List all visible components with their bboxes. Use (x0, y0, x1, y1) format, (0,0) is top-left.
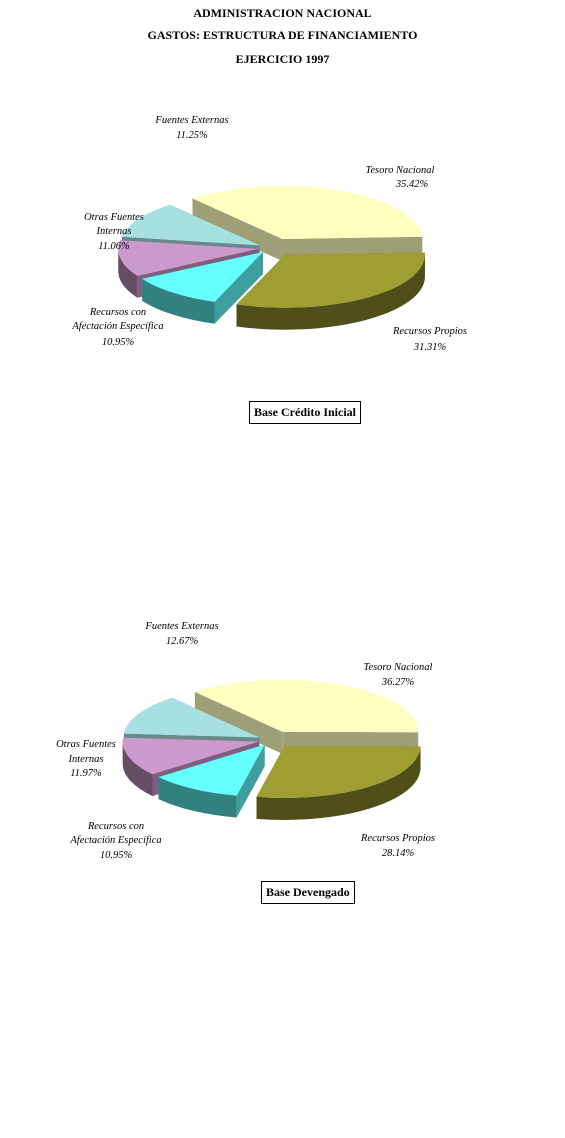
report-subtitle: GASTOS: ESTRUCTURA DE FINANCIAMIENTO (147, 28, 418, 42)
data-label-value-fuentes-externas: 12.67% (166, 636, 199, 647)
data-label-fuentes-externas-0: Fuentes Externas (154, 115, 228, 126)
data-label-otras-fuentes-internas-1: Internas (96, 226, 132, 237)
data-label-value-recursos-propios: 28.14% (382, 848, 415, 859)
pie-chart-credito-inicial: Tesoro Nacional 35.42% Recursos Propios 31.… (71, 115, 467, 353)
pie-slice-recursos-propios (256, 745, 421, 798)
pie-slice-fuentes-externas (121, 204, 260, 246)
report-year: EJERCICIO 1997 (235, 52, 330, 66)
data-label-recursos-afectacion-especifica-0: Recursos con (87, 821, 144, 832)
pie-slice-wall-tesoro-nacional-0 (192, 198, 283, 261)
chart-title-devengado: Base Devengado (261, 881, 355, 904)
data-label-value-tesoro-nacional: 36.27% (381, 677, 415, 688)
data-label-value-otras-fuentes-internas: 11.06% (98, 241, 130, 252)
pie-slice-side-otras-fuentes-internas (118, 248, 138, 298)
pie-slice-fuentes-externas (123, 697, 260, 738)
data-label-value-otras-fuentes-internas: 11.97% (70, 768, 102, 779)
pie-slice-otras-fuentes-internas (122, 737, 259, 775)
data-label-fuentes-externas-0: Fuentes Externas (144, 621, 218, 632)
data-label-value-tesoro-nacional: 35.42% (395, 179, 429, 190)
pie-slice-side-recursos-propios (256, 746, 421, 820)
pie-slice-tesoro-nacional (192, 185, 423, 239)
pie-slice-wall-tesoro-nacional-0 (194, 691, 283, 754)
chart-title-credito-inicial: Base Crédito Inicial (249, 401, 361, 424)
data-label-otras-fuentes-internas-0: Otras Fuentes (56, 739, 116, 750)
data-label-otras-fuentes-internas-1: Internas (68, 754, 104, 765)
pie-slice-side-otras-fuentes-internas (122, 741, 153, 797)
data-label-value-fuentes-externas: 11.25% (176, 130, 208, 141)
pie-slice-side-recursos-afectacion-especifica (142, 278, 215, 324)
pie-slice-otras-fuentes-internas (118, 240, 259, 276)
data-label-recursos-afectacion-especifica-0: Recursos con (89, 307, 146, 318)
report-title: ADMINISTRACION NACIONAL (193, 6, 372, 20)
data-label-recursos-propios-0: Recursos Propios (360, 833, 435, 844)
data-label-value-recursos-afectacion-especifica: 10.95% (102, 337, 135, 348)
pie-slice-side-recursos-propios (236, 254, 425, 330)
pie-chart-devengado: Tesoro Nacional 36.27% Recursos Propios 28.… (56, 621, 435, 861)
data-label-recursos-afectacion-especifica-1: Afectación Específica (69, 835, 161, 846)
data-label-value-recursos-afectacion-especifica: 10.95% (100, 850, 133, 861)
data-label-recursos-propios-0: Recursos Propios (392, 326, 467, 337)
pie-slice-recursos-propios (236, 252, 425, 308)
data-label-otras-fuentes-internas-0: Otras Fuentes (84, 212, 144, 223)
data-label-tesoro-nacional-0: Tesoro Nacional (364, 662, 433, 673)
pie-slice-tesoro-nacional (194, 679, 419, 733)
pie-slice-recursos-afectacion-especifica (142, 252, 264, 302)
data-label-tesoro-nacional-0: Tesoro Nacional (366, 165, 435, 176)
data-label-recursos-afectacion-especifica-1: Afectación Específica (71, 321, 163, 332)
pie-slice-recursos-afectacion-especifica (158, 744, 265, 796)
pie-slice-side-recursos-afectacion-especifica (158, 777, 237, 818)
data-label-value-recursos-propios: 31.31% (413, 342, 447, 353)
